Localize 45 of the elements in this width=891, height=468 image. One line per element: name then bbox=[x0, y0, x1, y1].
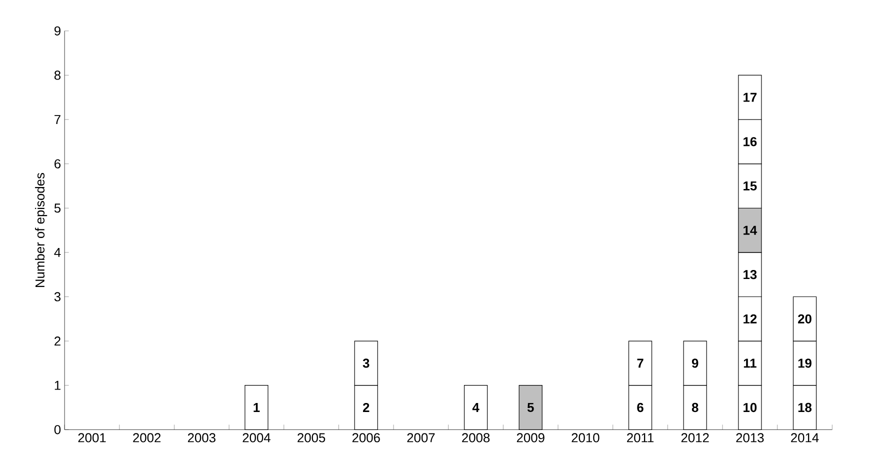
annotation: 6 bbox=[637, 403, 644, 412]
y-tick-label: 9 bbox=[54, 26, 60, 36]
x-tick-label: 2006 bbox=[352, 433, 380, 443]
annotation: 18 bbox=[798, 403, 812, 412]
annotation: 17 bbox=[744, 93, 757, 102]
annotation: 15 bbox=[744, 182, 757, 191]
annotation: 4 bbox=[472, 403, 480, 412]
annotation: 11 bbox=[744, 358, 756, 368]
y-tick-label: 4 bbox=[54, 248, 61, 258]
y-tick-label: 3 bbox=[54, 292, 61, 302]
annotation: 13 bbox=[744, 270, 757, 280]
x-tick-label: 2003 bbox=[188, 433, 216, 443]
y-tick-label: 6 bbox=[54, 159, 61, 169]
x-tick-label: 2014 bbox=[791, 433, 819, 443]
annotation: 8 bbox=[692, 403, 698, 412]
annotation: 20 bbox=[798, 314, 812, 324]
y-tick-label: 8 bbox=[54, 70, 61, 80]
x-tick-label: 2004 bbox=[242, 433, 270, 443]
x-tick-label: 2011 bbox=[627, 433, 654, 443]
y-tick-label: 0 bbox=[54, 425, 61, 434]
annotation: 14 bbox=[744, 226, 758, 235]
annotation: 3 bbox=[362, 358, 370, 368]
annotation: 2 bbox=[362, 403, 370, 412]
x-tick-label: 2009 bbox=[516, 433, 544, 443]
x-tick-label: 2012 bbox=[681, 433, 709, 443]
y-tick-label: 2 bbox=[54, 336, 60, 346]
x-tick-label: 2008 bbox=[462, 433, 490, 443]
annotation: 19 bbox=[798, 358, 812, 368]
annotation: 1 bbox=[254, 403, 260, 412]
x-tick-label: 2010 bbox=[572, 433, 600, 443]
x-tick-label: 2005 bbox=[298, 433, 326, 443]
y-axis-title: Number of episodes bbox=[35, 173, 48, 288]
x-tick-label: 2002 bbox=[133, 433, 161, 443]
x-tick-label: 2001 bbox=[78, 433, 106, 443]
y-tick-label: 7 bbox=[54, 115, 60, 124]
annotation: 10 bbox=[744, 403, 757, 412]
y-tick-label: 5 bbox=[54, 204, 61, 213]
annotation: 9 bbox=[692, 358, 698, 368]
x-tick-label: 2007 bbox=[407, 433, 435, 443]
x-tick-label: 2013 bbox=[736, 433, 764, 443]
annotation: 12 bbox=[744, 314, 757, 324]
annotation: 16 bbox=[744, 137, 757, 146]
annotation: 5 bbox=[527, 403, 534, 412]
y-tick-label: 1 bbox=[54, 381, 60, 390]
annotation: 7 bbox=[637, 358, 644, 368]
